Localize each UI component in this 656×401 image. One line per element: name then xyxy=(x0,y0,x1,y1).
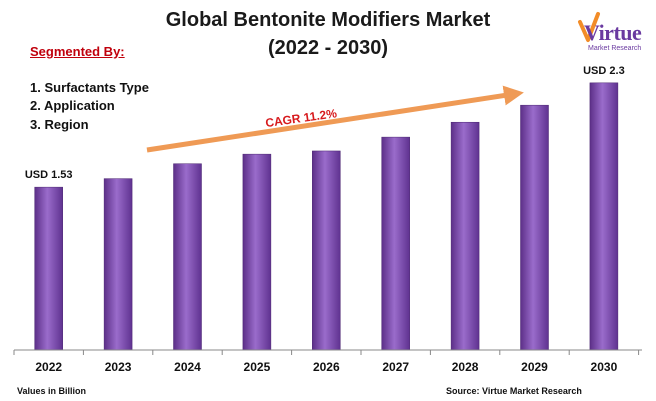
logo-name: Virtue xyxy=(584,20,642,45)
x-tick-label: 2024 xyxy=(174,360,201,374)
bar-2027 xyxy=(381,136,410,351)
bar-2028 xyxy=(450,121,480,351)
bar-2024 xyxy=(173,163,202,351)
data-label-2022: USD 1.53 xyxy=(25,169,73,181)
x-tick-label: 2030 xyxy=(591,360,618,374)
bar-2030 xyxy=(589,82,619,351)
units-note: Values in Billion xyxy=(17,386,87,396)
x-tick-label: 2028 xyxy=(452,360,479,374)
x-tick-label: 2027 xyxy=(382,360,409,374)
x-tick-label: 2023 xyxy=(105,360,132,374)
chart-title: Global Bentonite Modifiers Market xyxy=(165,9,491,31)
segment-item: 3. Region xyxy=(30,117,89,132)
logo-tagline: Market Research xyxy=(588,45,642,52)
x-tick-label: 2022 xyxy=(35,360,62,374)
data-label-2030: USD 2.3 xyxy=(583,65,625,77)
bar-2029 xyxy=(520,104,549,351)
virtue-logo-icon xyxy=(578,12,600,42)
x-tick-label: 2029 xyxy=(521,360,548,374)
segment-item: 2. Application xyxy=(30,98,115,113)
source-note: Source: Virtue Market Research xyxy=(446,386,582,396)
bar-2023 xyxy=(103,178,133,351)
bar-2026 xyxy=(312,150,341,351)
cagr-arrow xyxy=(146,85,524,153)
segment-item: 1. Surfactants Type xyxy=(30,80,149,95)
x-tick-label: 2025 xyxy=(244,360,271,374)
chart-subtitle: (2022 - 2030) xyxy=(267,37,389,59)
x-tick-label: 2026 xyxy=(313,360,340,374)
bar-2022 xyxy=(34,186,63,351)
segments-heading: Segmented By: xyxy=(30,44,125,59)
bar-2025 xyxy=(242,153,272,351)
